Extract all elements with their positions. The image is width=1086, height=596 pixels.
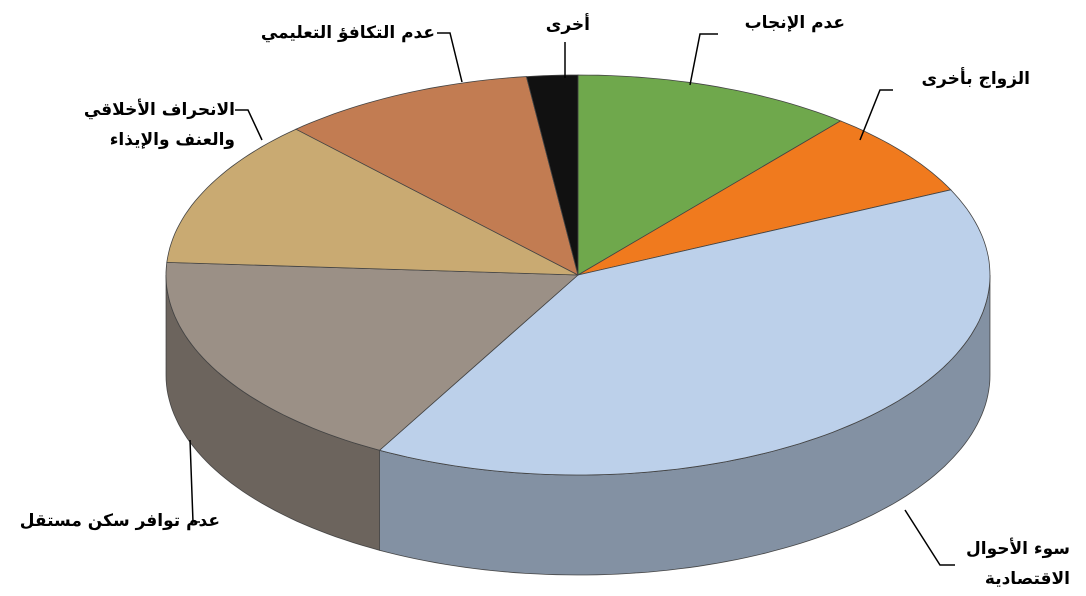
slice-label: عدم الإنجاب [744, 13, 845, 33]
slice [166, 128, 579, 276]
slice-label: عدم التكافؤ التعليمي [260, 23, 435, 43]
leader-line [189, 439, 200, 523]
leader-line [235, 109, 263, 141]
leader-line [904, 509, 955, 566]
slice-label: أخرى [545, 15, 590, 35]
slice [525, 74, 579, 276]
slice [165, 261, 580, 451]
slice [295, 76, 579, 276]
leader-line [437, 32, 463, 83]
side-shade [166, 275, 380, 551]
slice [378, 189, 991, 476]
slice-label: سوء الأحوال الاقتصادية [966, 539, 1070, 589]
slice-label: عدم توافر سكن مستقل [19, 511, 220, 531]
slice-label: الزواج بأخرى [921, 69, 1030, 89]
leader-line [689, 33, 718, 86]
leader-line [859, 89, 893, 141]
slice-label: الانحراف الأخلاقي والعنف والإيذاء [83, 100, 235, 150]
slice [577, 120, 952, 276]
slice [577, 74, 842, 276]
side-shade [379, 275, 990, 575]
